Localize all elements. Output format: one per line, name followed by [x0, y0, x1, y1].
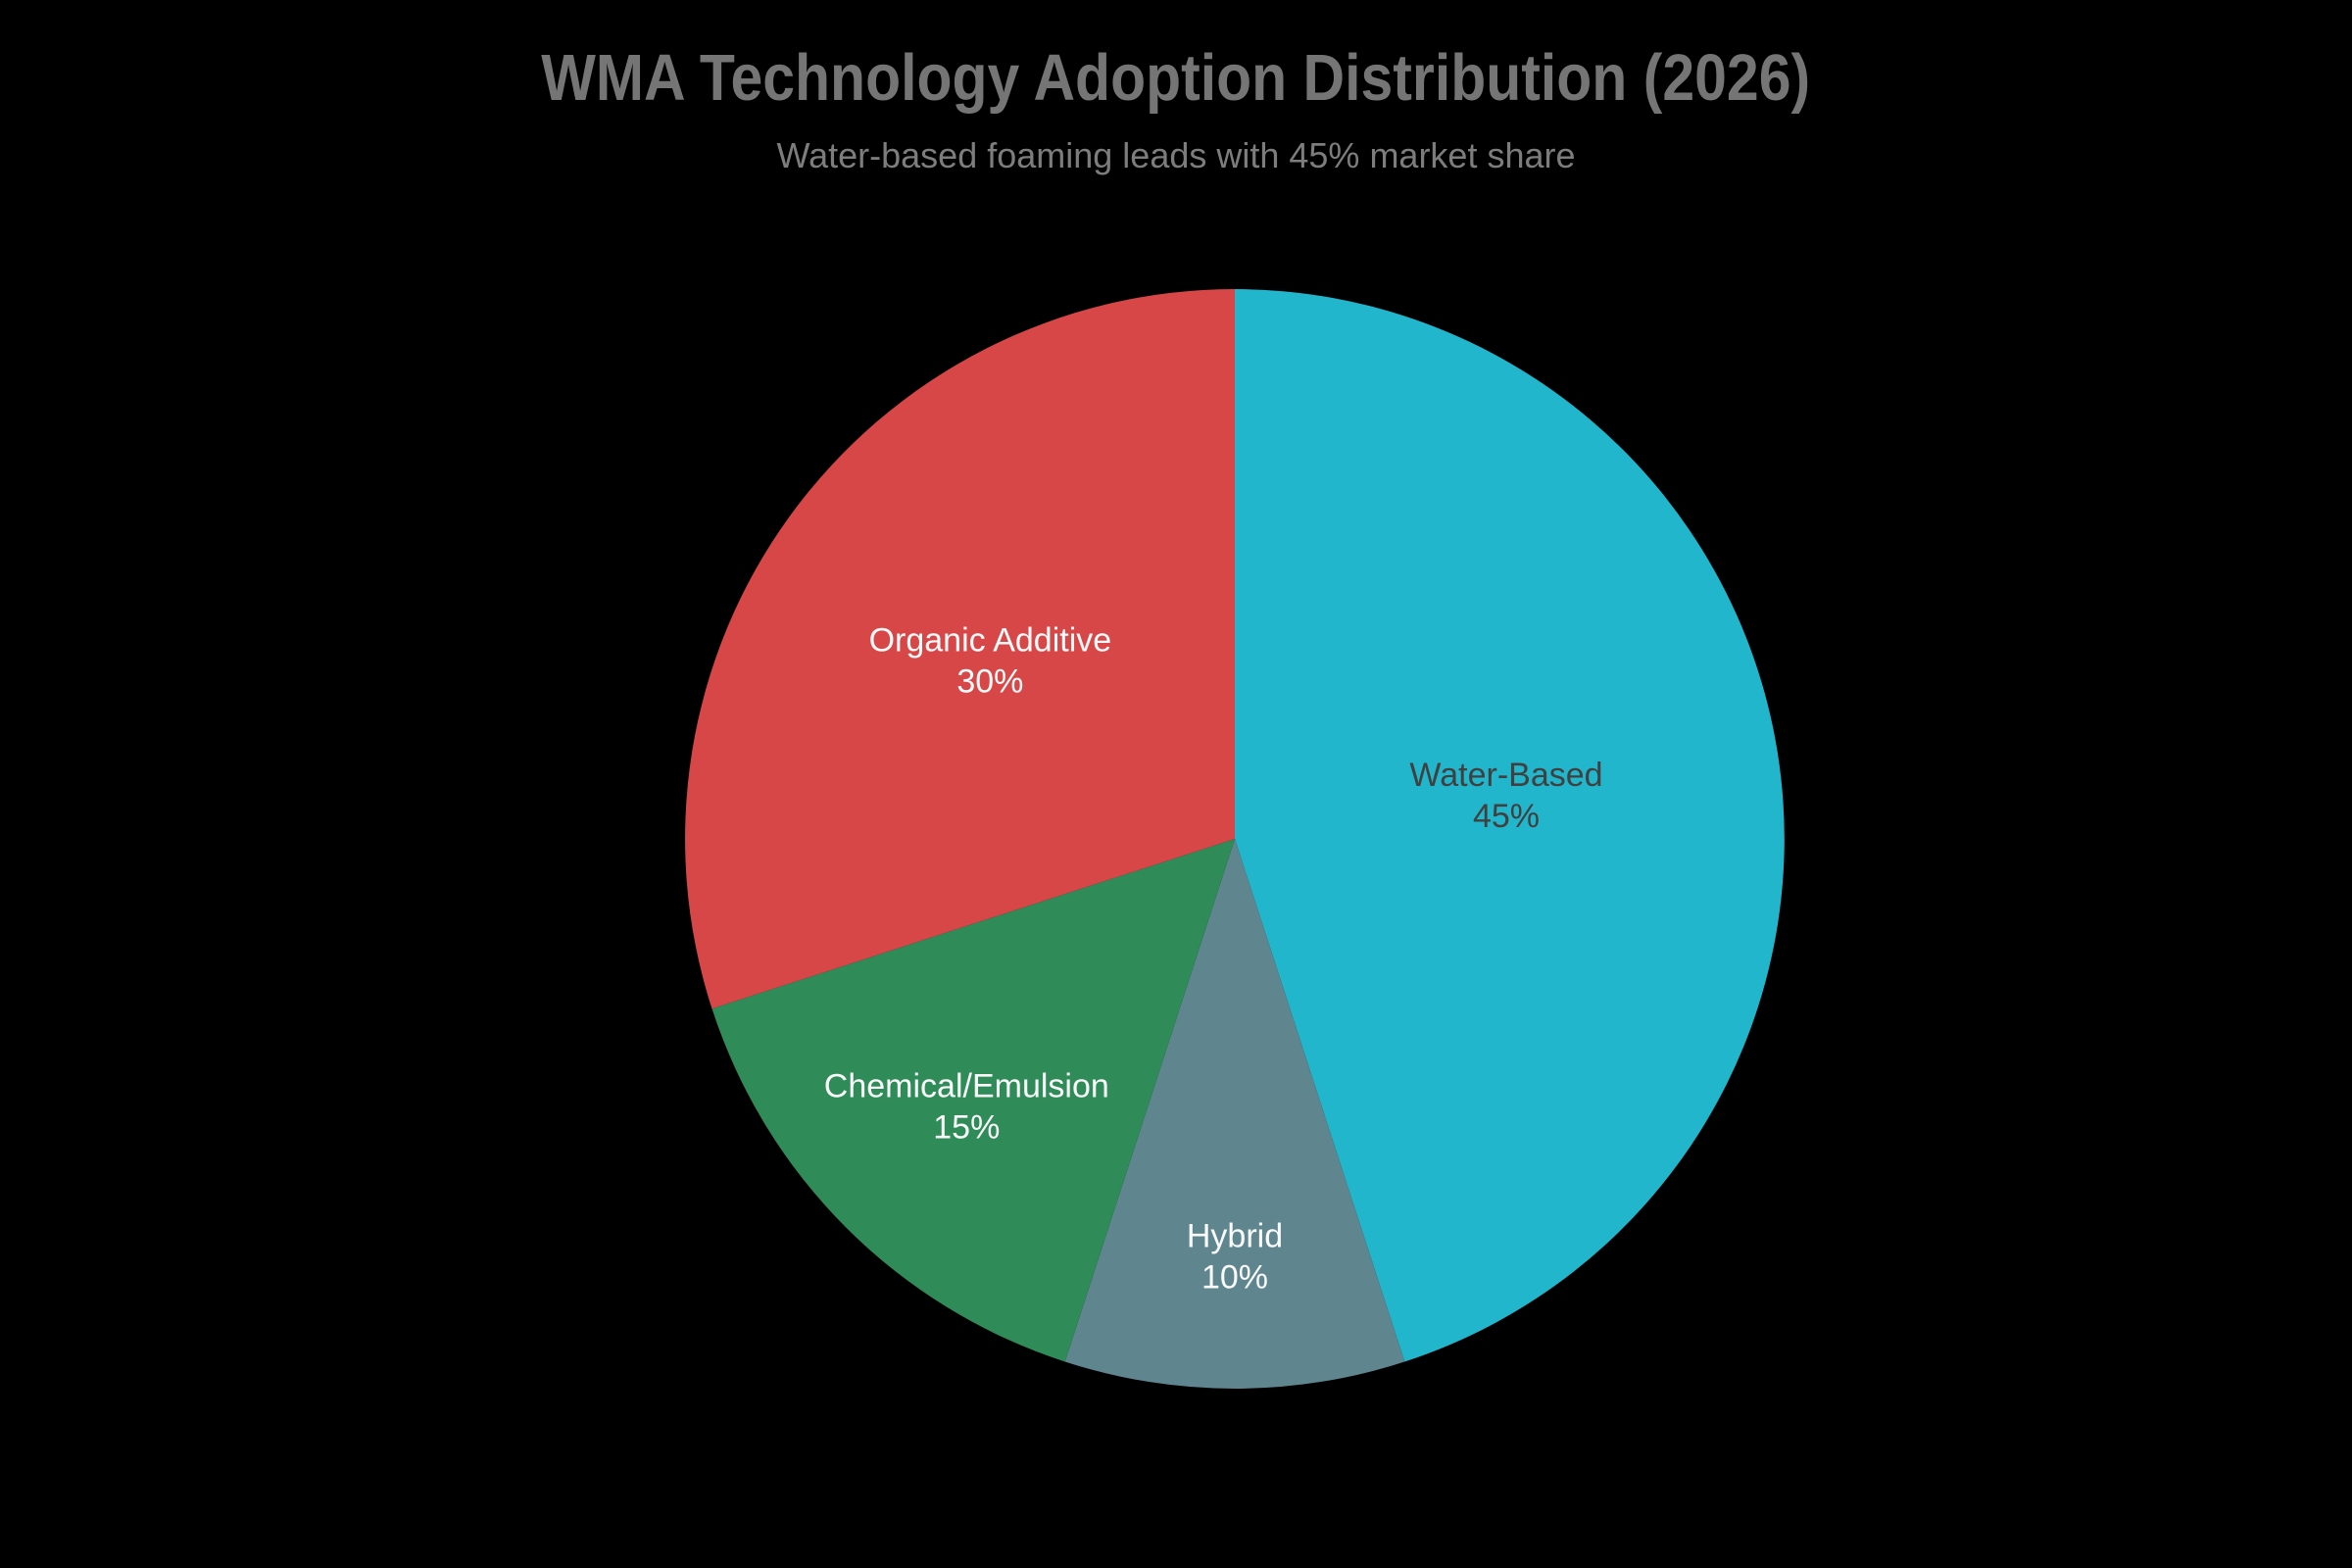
chart-title: WMA Technology Adoption Distribution (20… [0, 45, 2352, 111]
pie-label-water-based: Water-Based [1409, 757, 1602, 794]
pie-slice-organic-additive [685, 289, 1235, 1009]
pie-pct-chemical-emulsion: 15% [933, 1109, 1000, 1147]
pie-pct-organic-additive: 30% [956, 663, 1023, 701]
pie-pct-water-based: 45% [1473, 798, 1540, 835]
pie-pct-hybrid: 10% [1201, 1258, 1268, 1296]
pie-label-hybrid: Hybrid [1187, 1217, 1283, 1254]
chart-subtitle: Water-based foaming leads with 45% marke… [776, 135, 1576, 175]
pie-label-chemical-emulsion: Chemical/Emulsion [824, 1068, 1109, 1105]
pie-slice-chemical-emulsion [711, 839, 1235, 1362]
pie-label-organic-additive: Organic Additive [869, 622, 1112, 660]
chart-title-text: WMA Technology Adoption Distribution (20… [541, 41, 1811, 115]
pie-slice-hybrid [1064, 839, 1405, 1389]
pie-slice-water-based [1235, 289, 1785, 1362]
